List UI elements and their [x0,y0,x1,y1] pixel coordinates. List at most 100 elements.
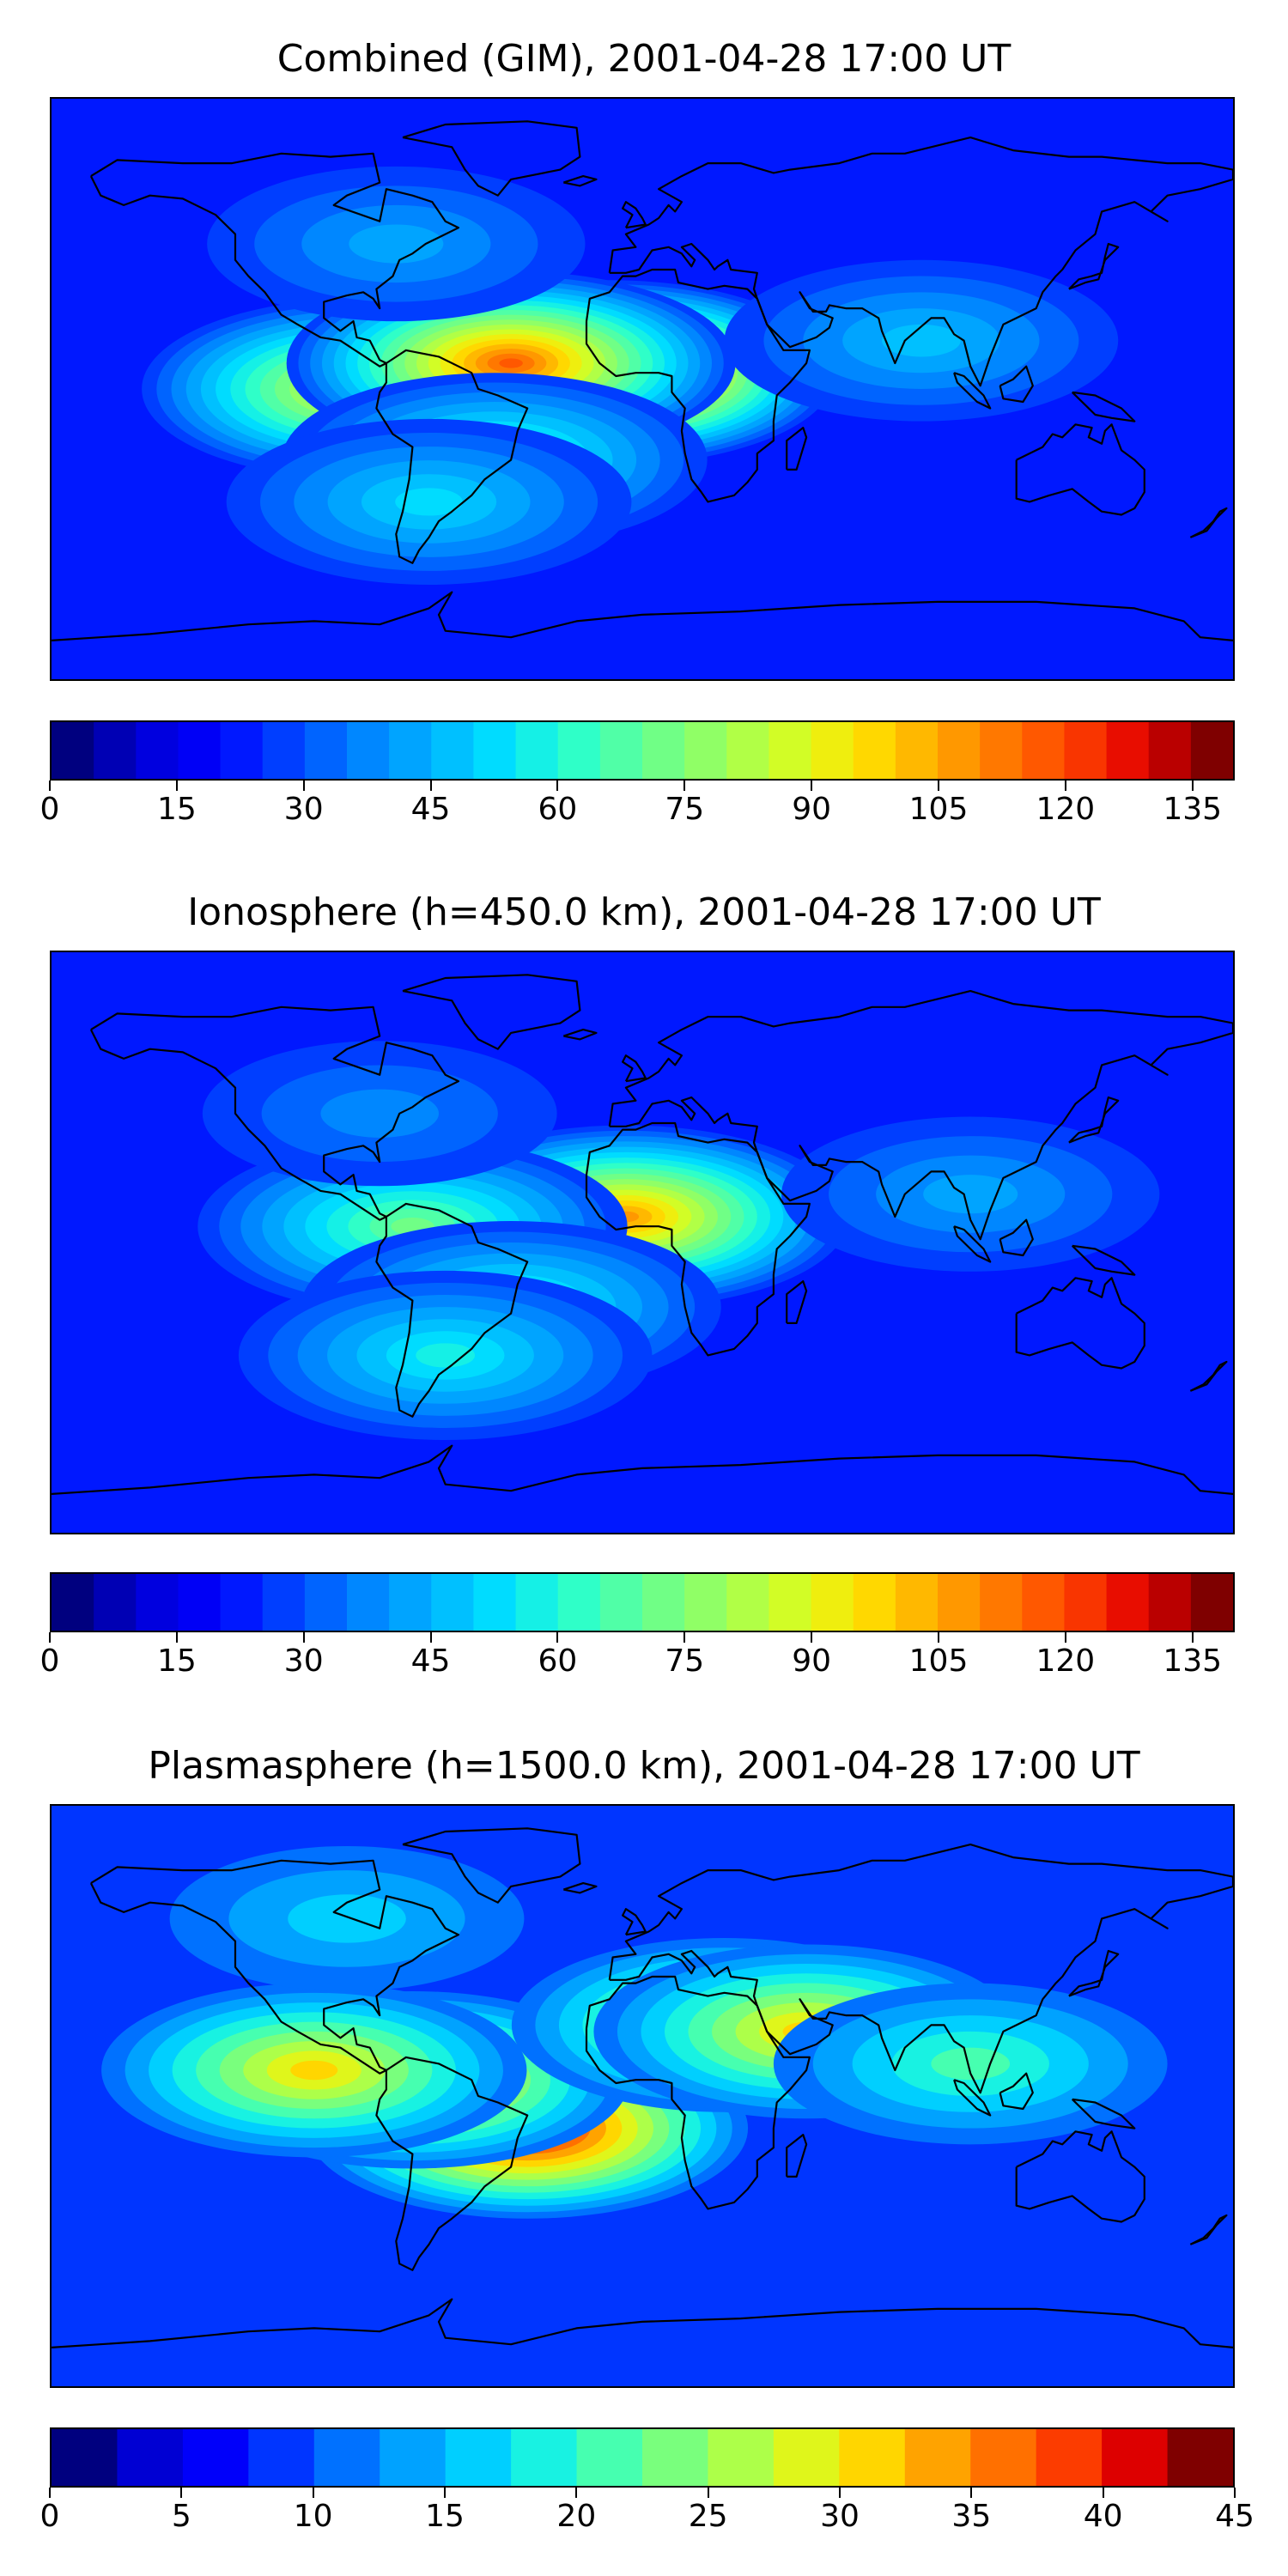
coastline-sumatra [953,2079,992,2117]
colorbar-tick-mark [1064,781,1066,791]
colorbar-tick-mark [556,781,559,791]
colorbar-level-8 [389,1574,432,1631]
colorbar-level-11 [515,1574,559,1631]
contour-level-9 [882,324,961,357]
coastline-new-guinea [1071,1244,1136,1276]
colorbar-level-22 [980,722,1023,779]
contour-level-7 [320,1089,440,1138]
coastline-africa [585,1121,811,1357]
coastline-japan [1068,1949,1120,1997]
colorbar-tick-mark [556,1632,559,1643]
colorbar-tick-label: 30 [820,2499,860,2534]
colorbar-level-26 [1148,1574,1192,1631]
colorbar-tick-mark [49,781,51,791]
colorbar-level-10 [473,722,517,779]
colorbar-tick-label: 105 [908,1643,969,1679]
colorbar-level-4 [313,2429,380,2486]
combined-colorbar [50,720,1235,781]
colorbar-level-14 [642,1574,685,1631]
colorbar-tick-mark [938,781,939,791]
coastline-africa [585,1975,811,2210]
colorbar-tick-label: 35 [951,2499,992,2534]
colorbar-level-7 [347,722,390,779]
coastline-australia [1015,423,1145,516]
coastline-new-guinea [1071,2098,1136,2129]
contour-level-11 [416,1343,476,1368]
coastline-sumatra [953,372,992,410]
colorbar-tick-mark [683,781,686,791]
contour-level-8 [923,1175,1018,1214]
colorbar-level-1 [117,2429,184,2486]
colorbar-level-23 [1022,722,1066,779]
colorbar-tick-label: 120 [1036,1643,1096,1679]
colorbar-level-23 [1022,1574,1066,1631]
hotspot-5 [773,1983,1168,2145]
plasmasphere-colorbar-ticks: 0 5 10 15 20 25 30 35 40 45 [40,2488,1255,2539]
colorbar-tick-mark [302,1632,305,1643]
colorbar-level-5 [262,722,306,779]
coastline-iceland [562,1028,598,1041]
colorbar-tick-label: 25 [688,2499,728,2534]
colorbar-level-9 [431,722,475,779]
coastline-madagascar [786,2134,808,2178]
coastline-japan [1068,242,1120,290]
colorbar-tick-mark [938,1632,939,1643]
colorbar-tick-mark [683,1632,686,1643]
coastline-australia [1015,2130,1145,2223]
colorbar-tick-label: 15 [156,1643,197,1679]
colorbar-level-12 [839,2429,906,2486]
colorbar-tick-mark [1191,1632,1194,1643]
colorbar-level-24 [1064,722,1108,779]
colorbar-tick-label: 0 [39,1643,60,1679]
colorbar-tick-label: 20 [556,2499,597,2534]
colorbar-tick-label: 15 [156,792,197,827]
colorbar-level-13 [904,2429,971,2486]
hotspot-5 [226,418,632,586]
coastline-antarctica [52,1444,1233,1495]
coastline-south-america [375,2056,529,2271]
colorbar-level-27 [1190,1574,1233,1631]
colorbar-tick-mark [811,781,813,791]
combined-map [50,97,1235,681]
coastline-south-america [375,1202,529,1418]
coastline-antarctica [52,591,1233,641]
coastline-south-america [375,349,529,564]
colorbar-level-6 [304,1574,348,1631]
colorbar-tick-mark [175,781,178,791]
colorbar-level-2 [136,1574,179,1631]
colorbar-svg [52,722,1233,779]
colorbar-level-21 [938,722,981,779]
coastline-iceland [562,1881,598,1894]
colorbar-tick-label: 45 [410,792,451,827]
ionosphere-map [50,951,1235,1534]
coastline-new-guinea [1071,391,1136,422]
coastline-great-britain [621,1908,647,1936]
coastline-japan [1068,1096,1120,1144]
colorbar-tick-mark [180,2488,183,2498]
coastline-eurasia [608,1843,1233,2094]
colorbar-tick-mark [1064,1632,1066,1643]
coastline-australia [1015,1277,1145,1370]
ionosphere-colorbar [50,1572,1235,1632]
map-svg [52,952,1233,1533]
contour-level-6 [288,1894,406,1943]
colorbar-tick-mark [302,781,305,791]
map-svg [52,1806,1233,2386]
colorbar-level-11 [515,722,559,779]
colorbar-tick-label: 0 [39,2499,60,2534]
colorbar-tick-label: 0 [39,792,60,827]
contour-level-12 [290,2060,338,2081]
colorbar-tick-mark [175,1632,178,1643]
hotspot-5 [202,1041,557,1187]
coastline-eurasia [608,989,1233,1241]
combined-colorbar-ticks: 0 15 30 45 60 75 90 105 120 135 [40,781,1235,832]
ionosphere-colorbar-ticks: 0 15 30 45 60 75 90 105 120 135 [40,1632,1235,1684]
colorbar-level-7 [511,2429,578,2486]
coastline-eurasia [608,136,1233,387]
colorbar-tick-label: 60 [538,792,578,827]
colorbar-level-16 [726,1574,770,1631]
coastline-north-america [89,152,460,368]
hotspot-2 [101,1983,527,2158]
coastline-borneo [999,1218,1034,1257]
coastline-new-zealand [1189,2214,1228,2245]
